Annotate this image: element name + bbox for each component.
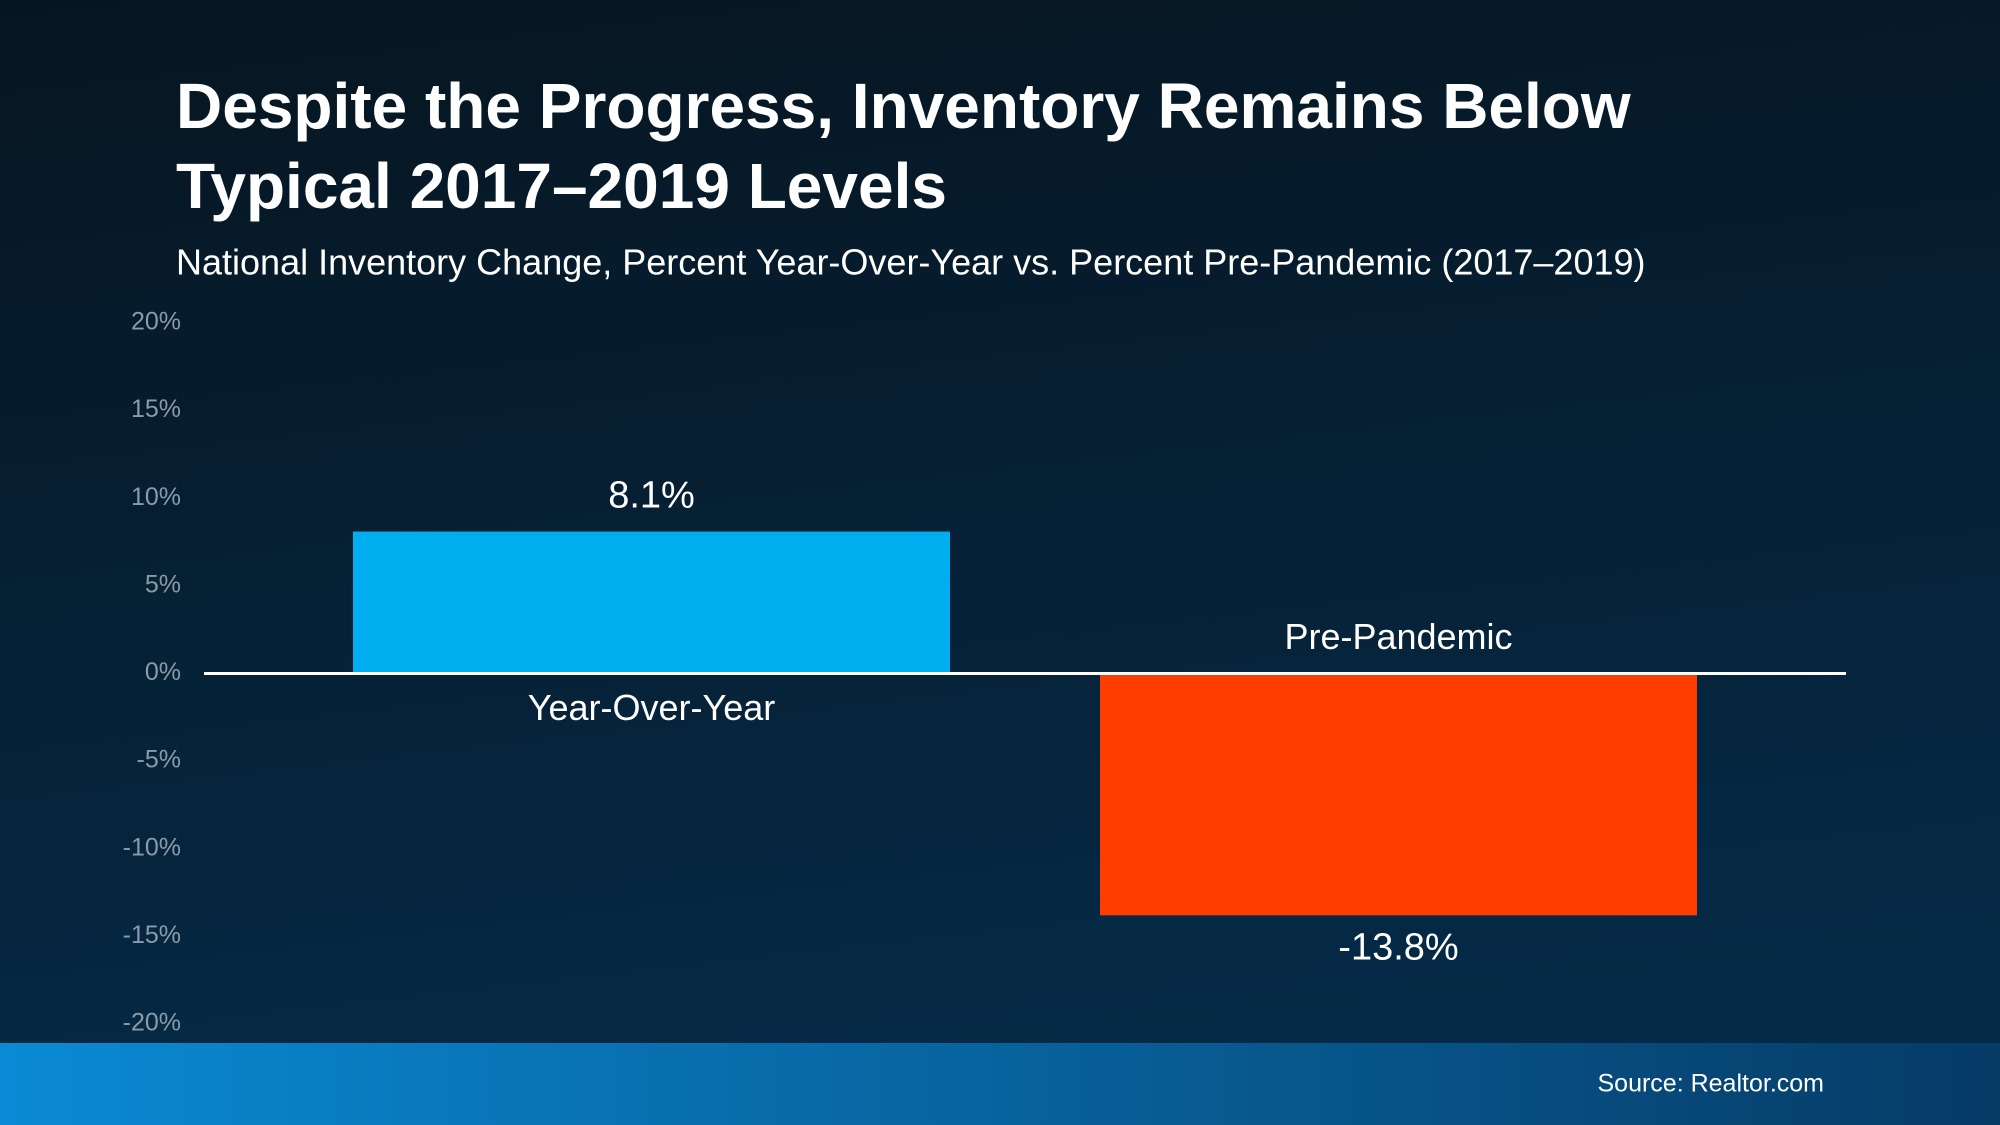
data-label: -13.8% [1338, 926, 1458, 968]
chart-subtitle: National Inventory Change, Percent Year-… [176, 242, 1646, 283]
y-tick-label: 15% [131, 395, 181, 423]
y-tick-label: 20% [131, 308, 181, 336]
footer-band [0, 1043, 2000, 1125]
source-note: Source: Realtor.com [1598, 1070, 1825, 1098]
x-tick-label: Year-Over-Year [528, 687, 775, 728]
x-tick-label: Pre-Pandemic [1284, 616, 1512, 657]
y-tick-label: 10% [131, 483, 181, 511]
y-tick-label: -20% [123, 1009, 181, 1037]
chart-title: Typical 2017–2019 Levels [176, 150, 947, 222]
y-tick-label: 5% [145, 570, 181, 598]
bar [1100, 673, 1697, 916]
y-tick-label: -5% [137, 746, 181, 774]
y-tick-label: -10% [123, 833, 181, 861]
data-label: 8.1% [608, 475, 695, 517]
bar [353, 531, 950, 674]
y-tick-label: -15% [123, 921, 181, 949]
y-tick-label: 0% [145, 658, 181, 686]
chart-title: Despite the Progress, Inventory Remains … [176, 70, 1631, 142]
